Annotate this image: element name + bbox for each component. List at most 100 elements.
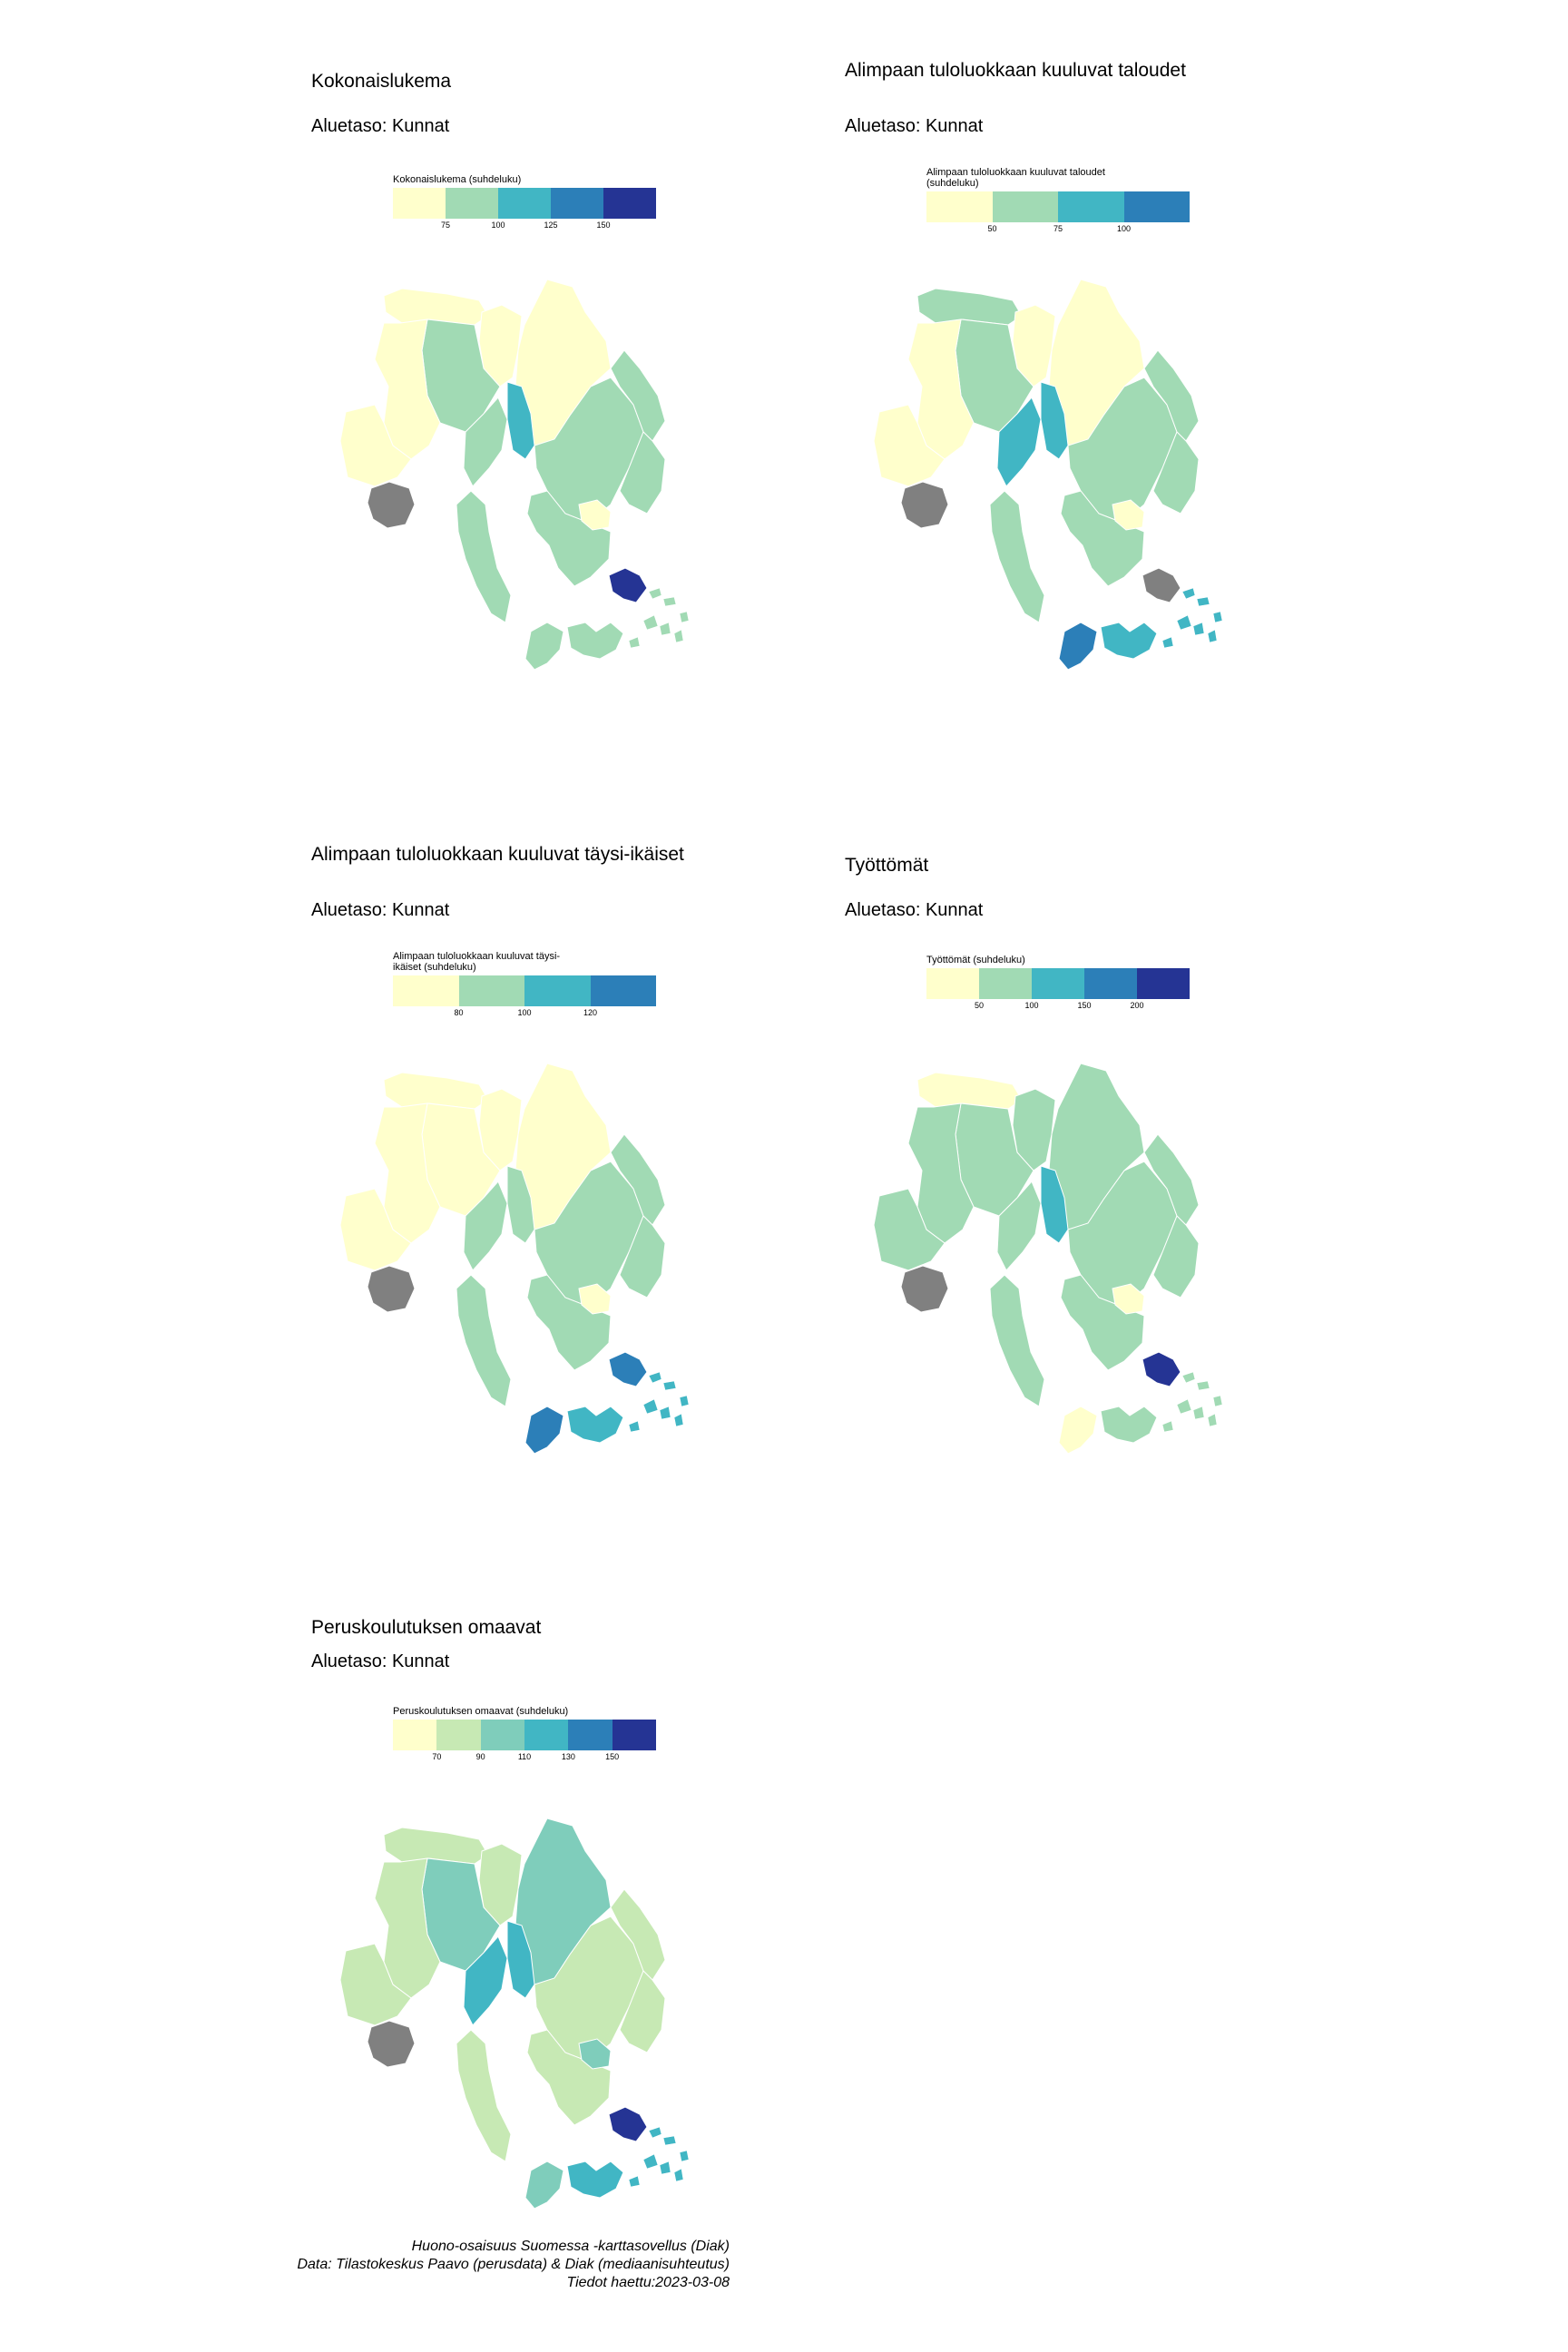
legend-swatch bbox=[458, 975, 524, 1006]
panel-title: Alimpaan tuloluokkaan kuuluvat taloudet bbox=[845, 60, 1186, 81]
islet bbox=[662, 596, 677, 607]
municipality-south-inlet bbox=[1112, 1283, 1145, 1315]
legend-swatch bbox=[979, 968, 1032, 999]
municipality-east-upper bbox=[610, 349, 666, 442]
islet bbox=[1176, 614, 1192, 631]
municipality-archipelago-west bbox=[524, 2161, 564, 2210]
municipality-southwest bbox=[339, 1188, 412, 1271]
municipality-center-left bbox=[463, 1936, 508, 2026]
panel-subtitle: Aluetaso: Kunnat bbox=[311, 900, 450, 920]
legend-tick-label: 50 bbox=[974, 1001, 985, 1010]
municipality-south-inlet bbox=[578, 2038, 612, 2070]
legend-tick-label: 125 bbox=[544, 220, 558, 230]
choropleth-map bbox=[339, 279, 690, 671]
islet bbox=[642, 614, 659, 631]
municipality-south-west-pen bbox=[456, 490, 512, 623]
municipality-center-channel bbox=[1040, 1165, 1069, 1244]
municipality-northwest-strip bbox=[383, 1072, 489, 1110]
map-legend: Kokonaislukema (suhdeluku) 75 100 125 150 bbox=[393, 174, 656, 231]
municipality-north-mid bbox=[1012, 304, 1056, 387]
municipality-grey-region bbox=[367, 2020, 416, 2068]
legend-title: Alimpaan tuloluokkaan kuuluvat taloudet … bbox=[926, 167, 1105, 189]
legend-color-bar bbox=[926, 968, 1190, 999]
legend-tick-label: 110 bbox=[517, 1752, 532, 1761]
municipality-south-center bbox=[1060, 1274, 1145, 1371]
panel-title: Alimpaan tuloluokkaan kuuluvat täysi-ikä… bbox=[311, 844, 684, 865]
municipality-south-west-pen bbox=[456, 1274, 512, 1407]
legend-tick-label: 130 bbox=[561, 1752, 575, 1761]
municipality-center-left bbox=[463, 397, 508, 487]
credits-line-app: Huono-osaisuus Suomessa -karttasovellus … bbox=[411, 2239, 730, 2254]
municipality-east-upper bbox=[1143, 349, 1200, 442]
legend-tick-label: 80 bbox=[454, 1008, 464, 1017]
credits-line-date: Tiedot haettu:2023-03-08 bbox=[566, 2275, 730, 2290]
municipality-north-mid bbox=[478, 304, 523, 387]
municipality-west-center bbox=[374, 1102, 441, 1244]
municipality-grey-region bbox=[367, 1265, 416, 1313]
islet bbox=[1181, 1371, 1196, 1384]
municipality-island-dark bbox=[608, 2106, 648, 2142]
legend-swatch bbox=[393, 1720, 437, 1750]
map-legend: Alimpaan tuloluokkaan kuuluvat taloudet … bbox=[926, 167, 1190, 235]
municipality-center-left bbox=[996, 1181, 1042, 1271]
legend-ticks: 75 100 125 150 bbox=[393, 219, 656, 231]
municipality-center-left bbox=[996, 397, 1042, 487]
choropleth-map bbox=[873, 1063, 1223, 1455]
legend-tick-label: 150 bbox=[596, 220, 611, 230]
islet bbox=[662, 1380, 677, 1391]
islet bbox=[642, 1398, 659, 1415]
map-regions bbox=[339, 1063, 690, 1455]
municipality-grey-region bbox=[900, 1265, 949, 1313]
municipality-south-west-pen bbox=[456, 2029, 512, 2162]
municipality-archipelago-west bbox=[524, 1406, 564, 1455]
islet bbox=[642, 2153, 659, 2170]
legend-swatch bbox=[393, 975, 459, 1006]
islet bbox=[662, 2135, 677, 2146]
municipality-south-center bbox=[1060, 490, 1145, 587]
legend-swatch bbox=[524, 1720, 569, 1750]
legend-ticks: 80 100 120 bbox=[393, 1006, 656, 1019]
map-legend: Peruskoulutuksen omaavat (suhdeluku) 70 9… bbox=[393, 1706, 656, 1763]
islet bbox=[1176, 1398, 1192, 1415]
islet bbox=[1161, 636, 1174, 649]
map-credits: Huono-osaisuus Suomessa -karttasovellus … bbox=[297, 2238, 730, 2292]
municipality-archipelago-east bbox=[1100, 1406, 1158, 1444]
legend-swatch bbox=[524, 975, 591, 1006]
legend-swatch bbox=[551, 188, 603, 219]
islet bbox=[679, 1395, 690, 1407]
map-legend: Alimpaan tuloluokkaan kuuluvat täysi-ikä… bbox=[393, 951, 656, 1019]
legend-swatch bbox=[498, 188, 551, 219]
legend-tick-label: 75 bbox=[1053, 224, 1063, 233]
municipality-island-dark bbox=[1142, 1351, 1181, 1387]
map-regions bbox=[339, 279, 690, 671]
municipality-northwest-strip bbox=[383, 288, 489, 326]
islet bbox=[679, 611, 690, 623]
islet bbox=[1196, 596, 1210, 607]
municipality-archipelago-east bbox=[1100, 622, 1158, 660]
municipality-west-center bbox=[374, 318, 441, 460]
islet bbox=[1207, 1413, 1218, 1427]
legend-title: Työttömät (suhdeluku) bbox=[926, 955, 1025, 965]
credits-line-data: Data: Tilastokeskus Paavo (perusdata) & … bbox=[297, 2257, 730, 2272]
panel-title: Kokonaislukema bbox=[311, 71, 452, 92]
choropleth-map bbox=[339, 1063, 690, 1455]
legend-tick-label: 100 bbox=[491, 220, 505, 230]
municipality-archipelago-west bbox=[524, 622, 564, 671]
legend-swatch bbox=[926, 968, 979, 999]
legend-swatch bbox=[393, 188, 446, 219]
panel-subtitle: Aluetaso: Kunnat bbox=[845, 116, 984, 136]
municipality-southwest bbox=[339, 1943, 412, 2026]
municipality-west-center bbox=[907, 318, 975, 460]
panel-subtitle: Aluetaso: Kunnat bbox=[845, 900, 984, 920]
islet bbox=[679, 2150, 690, 2162]
municipality-east-lower bbox=[1152, 1215, 1200, 1298]
municipality-center-channel bbox=[506, 1165, 535, 1244]
legend-color-bar bbox=[393, 1720, 656, 1750]
municipality-archipelago-east bbox=[566, 1406, 624, 1444]
municipality-archipelago-west bbox=[1058, 622, 1098, 671]
map-panel-kokonaislukema: Kokonaislukema Aluetaso: Kunnat Kokonais… bbox=[311, 71, 819, 760]
municipality-grey-region bbox=[367, 481, 416, 529]
panel-subtitle: Aluetaso: Kunnat bbox=[311, 1651, 450, 1671]
municipality-archipelago-east bbox=[566, 622, 624, 660]
legend-title: Alimpaan tuloluokkaan kuuluvat täysi-ikä… bbox=[393, 951, 561, 973]
